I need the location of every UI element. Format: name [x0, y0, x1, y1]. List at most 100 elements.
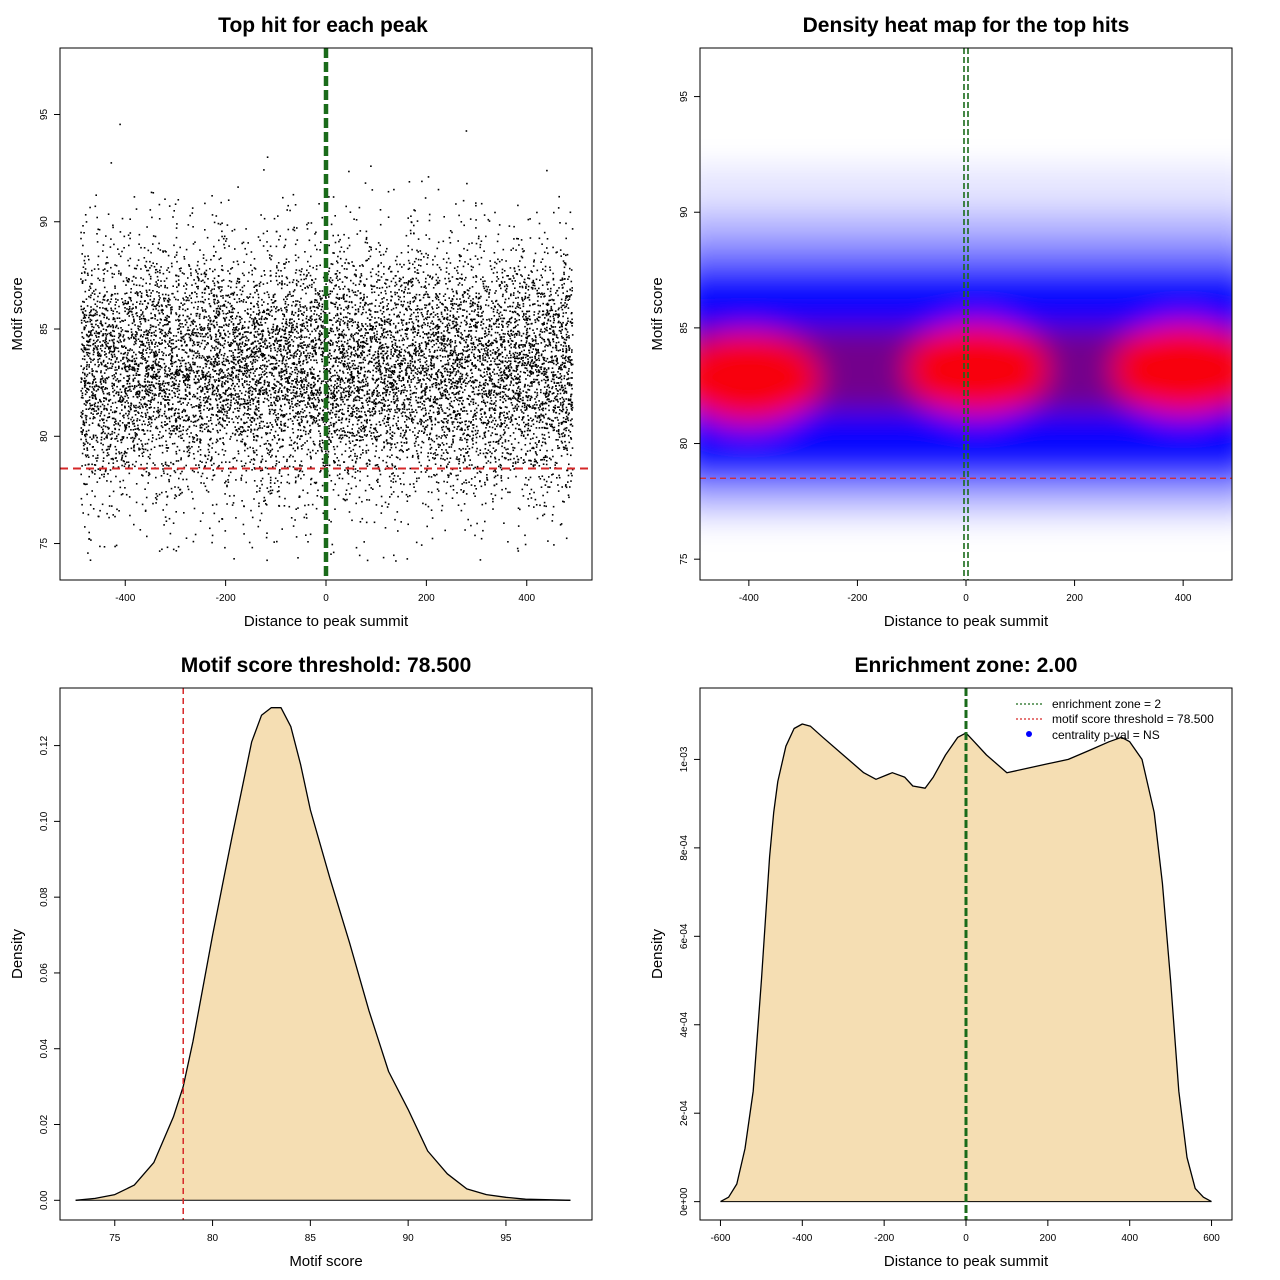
data-point	[518, 319, 521, 321]
data-point	[511, 377, 514, 380]
data-point	[443, 338, 446, 340]
data-point	[84, 272, 86, 274]
data-point	[156, 495, 159, 497]
data-point	[297, 474, 300, 476]
data-point	[497, 303, 499, 305]
data-point	[287, 426, 289, 428]
data-point	[494, 428, 496, 430]
data-point	[546, 310, 549, 313]
data-point	[113, 330, 115, 333]
data-point	[468, 394, 470, 397]
data-point	[417, 457, 420, 460]
data-point	[85, 298, 88, 300]
data-point	[217, 466, 219, 468]
data-point	[405, 234, 408, 237]
data-point	[89, 385, 91, 388]
data-point	[385, 421, 388, 423]
data-point	[517, 204, 519, 207]
data-point	[148, 273, 151, 276]
data-point	[102, 269, 105, 271]
data-point	[563, 266, 566, 269]
data-point	[88, 340, 91, 343]
data-point	[353, 265, 355, 267]
data-point	[508, 334, 510, 336]
data-point	[462, 349, 464, 351]
data-point	[510, 367, 513, 369]
data-point	[202, 367, 205, 369]
data-point	[248, 296, 251, 298]
data-point	[532, 372, 534, 375]
data-point	[102, 280, 105, 282]
data-point	[231, 504, 234, 506]
data-point	[184, 340, 186, 343]
data-point	[112, 466, 115, 468]
data-point	[361, 405, 364, 407]
data-point	[423, 256, 425, 258]
data-point	[222, 371, 225, 374]
data-point	[405, 424, 407, 427]
data-point	[181, 360, 184, 362]
data-point	[353, 444, 356, 447]
data-point	[554, 310, 557, 312]
data-point	[457, 474, 459, 477]
data-point	[137, 325, 139, 327]
data-point	[259, 377, 262, 379]
data-point	[216, 404, 219, 407]
data-point	[129, 297, 132, 299]
data-point	[136, 368, 139, 370]
data-point	[522, 402, 524, 405]
data-point	[253, 323, 256, 326]
data-point	[191, 436, 194, 438]
data-point	[265, 339, 268, 342]
data-point	[288, 389, 291, 391]
data-point	[542, 268, 544, 270]
data-point	[165, 354, 167, 357]
data-point	[113, 424, 115, 426]
data-point	[426, 434, 428, 436]
data-point	[145, 370, 148, 372]
data-point	[519, 370, 522, 373]
data-point	[525, 353, 528, 356]
data-point	[472, 301, 474, 304]
data-point	[175, 453, 178, 455]
data-point	[284, 422, 287, 425]
data-point	[441, 435, 443, 437]
data-point	[556, 382, 558, 384]
data-point	[206, 391, 209, 393]
data-point	[381, 298, 383, 300]
data-point	[188, 425, 191, 428]
data-point	[400, 393, 402, 395]
data-point	[314, 288, 317, 290]
data-point	[498, 352, 500, 355]
data-point	[533, 314, 535, 316]
data-point	[291, 318, 293, 320]
data-point	[213, 245, 215, 248]
data-point	[283, 424, 286, 427]
data-point	[442, 240, 445, 243]
data-point	[424, 361, 427, 364]
data-point	[558, 447, 561, 449]
data-point	[168, 367, 170, 369]
data-point	[558, 287, 560, 289]
data-point	[283, 414, 285, 416]
data-point	[172, 216, 174, 218]
data-point	[565, 349, 568, 351]
data-point	[516, 355, 518, 358]
data-point	[414, 348, 416, 351]
data-point	[312, 402, 314, 404]
data-point	[505, 284, 508, 286]
data-point	[521, 431, 524, 433]
data-point	[169, 299, 171, 301]
data-point	[359, 265, 361, 267]
data-point	[119, 388, 122, 391]
data-point	[396, 395, 398, 397]
data-point	[296, 378, 298, 380]
data-point	[113, 353, 116, 356]
data-point	[282, 325, 285, 328]
data-point	[415, 392, 417, 394]
data-point	[171, 362, 174, 365]
data-point	[558, 422, 560, 425]
data-point	[424, 392, 426, 394]
data-point	[340, 340, 343, 343]
data-point	[94, 473, 96, 475]
